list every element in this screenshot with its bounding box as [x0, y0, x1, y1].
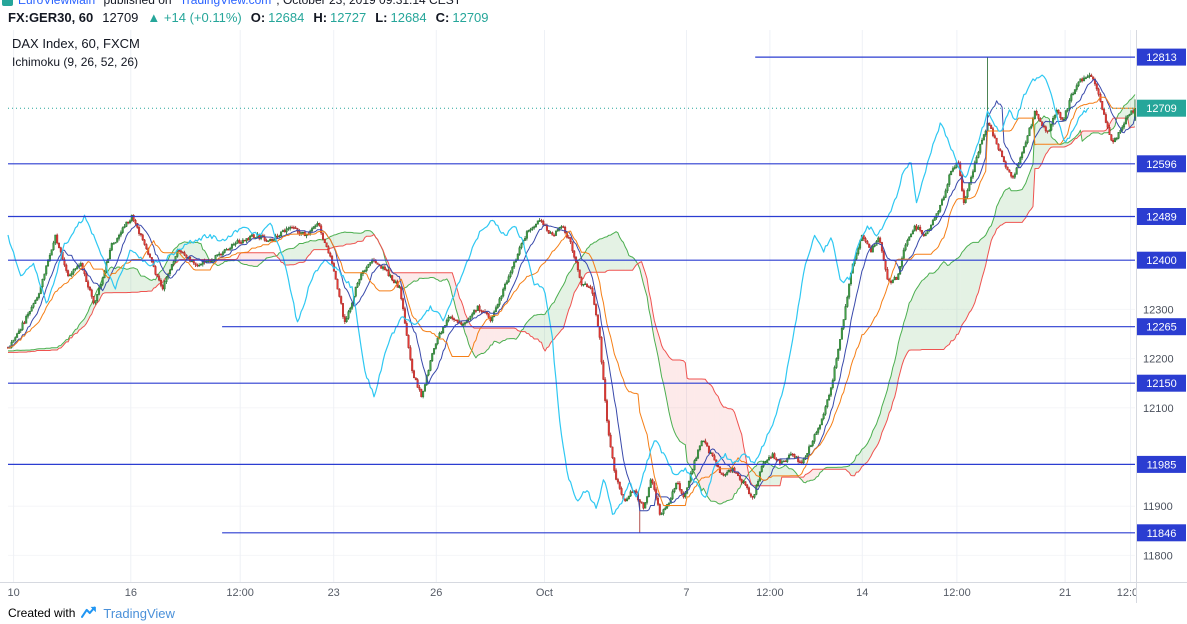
legend-indicator-label[interactable]: Ichimoku (9, 26, 52, 26)	[12, 55, 139, 69]
published-on-text: published on	[100, 0, 175, 7]
footer: Created with TradingView	[0, 602, 175, 624]
symbol-name[interactable]: FX:GER30, 60	[8, 10, 94, 25]
tradingview-logo-icon	[81, 606, 97, 618]
last-price-value: 12709	[102, 10, 139, 25]
svg-text:12813: 12813	[1146, 52, 1177, 64]
time-axis-label: 14	[856, 587, 869, 599]
svg-text:12150: 12150	[1146, 378, 1177, 390]
svg-text:12596: 12596	[1146, 159, 1177, 171]
svg-text:11846: 11846	[1147, 528, 1177, 540]
low-value: L: 12684	[375, 10, 427, 25]
svg-text:11800: 11800	[1143, 550, 1173, 562]
time-axis-label: 21	[1059, 587, 1072, 599]
price-change: ▲ +14 (+0.11%)	[147, 10, 242, 25]
tradingview-brand-link[interactable]: TradingView	[103, 605, 175, 621]
svg-text:11985: 11985	[1147, 459, 1177, 471]
created-with-text: Created with	[8, 606, 76, 620]
svg-text:12489: 12489	[1146, 212, 1177, 224]
svg-text:12300: 12300	[1143, 304, 1174, 316]
tradingview-site-link[interactable]: TradingView.com	[179, 0, 272, 7]
attribution-text: EuroViewMain published on TradingView.co…	[0, 0, 1187, 8]
time-axis-labels[interactable]: 10 16 12:00 23 26 Oct 7 12:00 14 12:00 21 12:00	[0, 583, 1137, 603]
svg-text:12265: 12265	[1146, 322, 1177, 334]
time-axis-label: 26	[430, 587, 443, 599]
svg-text:12200: 12200	[1143, 354, 1174, 366]
svg-text:11900: 11900	[1143, 501, 1173, 513]
legend-symbol-title[interactable]: DAX Index, 60, FXCM	[12, 36, 140, 51]
time-axis-label: 12:00	[1116, 587, 1136, 599]
time-axis-label: 12:00	[943, 587, 971, 599]
svg-text:12400: 12400	[1146, 255, 1177, 267]
chart-area[interactable]: 12300 12200 12100 11900 11800 12813 12596 12489…	[0, 30, 1187, 582]
time-axis[interactable]: 10 16 12:00 23 26 Oct 7 12:00 14 12:00 21 12:00	[0, 582, 1187, 603]
time-axis-label: 12:00	[226, 587, 254, 599]
time-axis-label: Oct	[535, 587, 553, 599]
close-value: C: 12709	[435, 10, 489, 25]
time-axis-label: 23	[327, 587, 340, 599]
timestamp-text: , October 23, 2019 09:31:14 CEST	[276, 0, 462, 7]
high-value: H: 12727	[313, 10, 367, 25]
svg-text:12709: 12709	[1146, 103, 1177, 115]
svg-text:12100: 12100	[1143, 403, 1174, 415]
time-axis-label: 10	[7, 587, 20, 599]
chart-legend: DAX Index, 60, FXCM Ichimoku (9, 26, 52,…	[12, 36, 140, 69]
open-value: O: 12684	[250, 10, 305, 25]
user-avatar[interactable]	[2, 0, 13, 6]
time-axis-label: 7	[683, 587, 690, 599]
time-axis-label: 16	[124, 587, 137, 599]
price-chart-canvas[interactable]: 12300 12200 12100 11900 11800 12813 12596 12489…	[0, 30, 1187, 582]
symbol-bar: FX:GER30, 60 12709 ▲ +14 (+0.11%) O: 1268…	[8, 8, 489, 28]
username-link[interactable]: EuroViewMain	[18, 0, 96, 7]
attribution-bar: EuroViewMain published on TradingView.co…	[0, 0, 1187, 9]
time-axis-label: 12:00	[756, 587, 784, 599]
